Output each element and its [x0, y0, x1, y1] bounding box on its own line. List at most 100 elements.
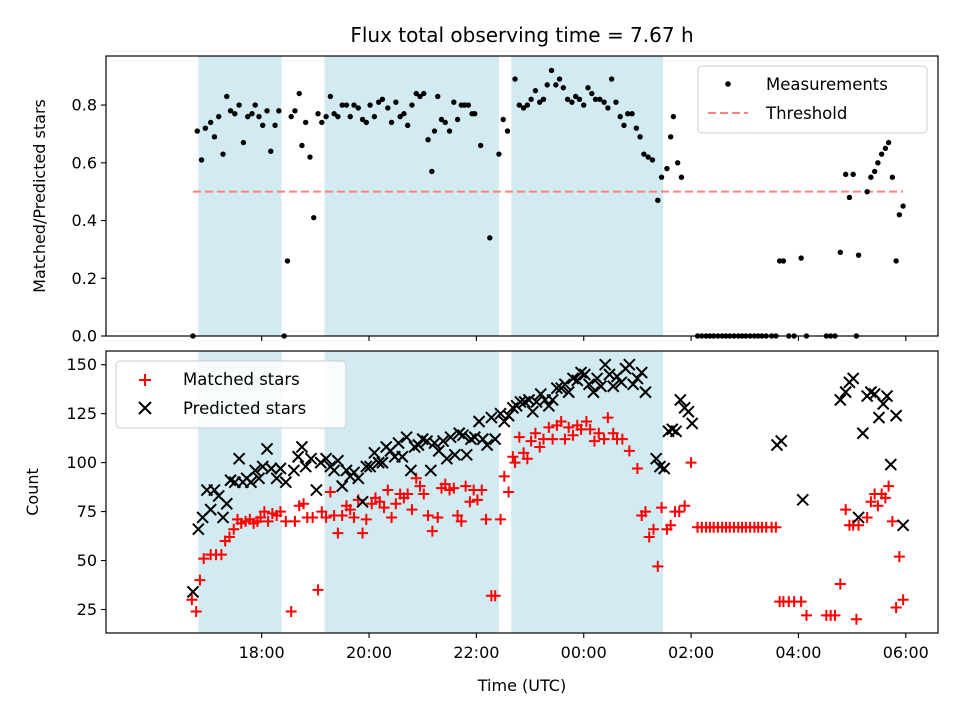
matched-stars-point-58: [426, 525, 438, 537]
matched-stars-point-73: [489, 590, 501, 602]
measurements-point-95: [581, 102, 587, 108]
matched-stars-point-42: [360, 513, 372, 525]
measurements-point-16: [252, 102, 258, 108]
measurements-point-45: [367, 102, 373, 108]
ratio-ytick-label-4: 0.8: [72, 96, 97, 115]
matched-stars-point-89: [555, 416, 567, 427]
measurements-point-48: [379, 96, 386, 102]
measurements-point-104: [617, 113, 623, 120]
measurements-point-96: [585, 85, 591, 91]
matched-stars-point-109: [648, 523, 660, 535]
measurements-point-78: [512, 76, 518, 82]
measurements-point-140: [776, 258, 783, 264]
predicted-stars-point-99: [594, 380, 608, 393]
xtick-label-6: 06:00: [883, 643, 929, 662]
matched-stars-point-98: [593, 427, 605, 439]
predicted-stars-point-39: [352, 472, 365, 485]
matched-stars-point-10: [228, 523, 240, 535]
predicted-stars-point-119: [682, 405, 695, 418]
measurements-point-41: [351, 102, 357, 108]
matched-stars-point-1: [186, 594, 198, 606]
predicted-stars-point-123: [796, 493, 809, 507]
predicted-stars-point-40: [356, 495, 369, 508]
measurements-legend-marker: [725, 81, 731, 87]
measurements-point-40: [347, 113, 353, 120]
predicted-stars-point-15: [244, 476, 258, 489]
count-ytick-label-3: 100: [66, 453, 97, 472]
measurements-point-87: [548, 67, 555, 74]
matched-stars-point-49: [390, 498, 402, 510]
matched-stars-point-107: [639, 506, 651, 518]
measurements-point-89: [556, 76, 563, 82]
matched-stars-point-95: [580, 416, 592, 427]
measurements-point-67: [454, 116, 461, 123]
measurements-point-34: [323, 113, 329, 120]
matched-stars-point-108: [643, 531, 655, 543]
predicted-stars-point-129: [856, 427, 870, 440]
xtick-label-2: 22:00: [453, 643, 499, 662]
xtick-label-4: 02:00: [668, 643, 714, 662]
predicted-stars-point-102: [607, 380, 620, 393]
predicted-stars-point-84: [534, 387, 547, 401]
measurements-point-26: [292, 108, 298, 114]
matched-stars-point-33: [324, 486, 336, 498]
predicted-stars-point-71: [480, 438, 494, 452]
matched-stars-point-79: [513, 431, 525, 443]
matched-stars-point-92: [567, 429, 579, 441]
measurements-point-141: [780, 258, 787, 264]
measurements-point-52: [397, 113, 403, 120]
predicted-stars-point-20: [265, 462, 278, 475]
predicted-stars-point-124: [834, 393, 847, 407]
measurements-point-30: [307, 154, 313, 160]
measurements-point-72: [472, 111, 478, 117]
predicted-stars-point-109: [635, 366, 648, 379]
measurements-point-12: [236, 102, 242, 108]
predicted-stars-point-128: [852, 511, 865, 524]
matched-stars-point-163: [897, 594, 909, 606]
measurements-point-31: [311, 214, 317, 221]
measurements-point-118: [674, 160, 681, 166]
ratio-observing-window-3: [511, 56, 664, 336]
measurements-point-115: [664, 165, 670, 172]
matched-stars-point-63: [448, 482, 460, 494]
measurements-point-86: [544, 82, 550, 88]
measurements-point-54: [404, 122, 411, 128]
count-axes-frame: [105, 350, 939, 634]
predicted-stars-point-28: [304, 452, 318, 465]
measurements-point-9: [224, 93, 230, 100]
matched-stars-point-46: [378, 502, 390, 514]
matched-stars-point-90: [559, 433, 571, 445]
ratio-ytick-label-0: 0.0: [72, 327, 97, 346]
measurements-point-53: [401, 111, 407, 117]
measurements-point-93: [572, 93, 579, 100]
predicted-stars-point-73: [488, 432, 502, 446]
matched-stars-point-148: [840, 504, 852, 516]
measurements-point-44: [363, 119, 370, 126]
measurements-point-92: [569, 99, 575, 105]
matched-stars-point-96: [584, 423, 596, 435]
xtick-label-5: 04:00: [775, 643, 821, 662]
matched-stars-point-100: [602, 412, 614, 424]
predicted-stars-point-117: [674, 393, 687, 407]
predicted-stars-point-100: [598, 358, 612, 371]
matched-stars-point-154: [865, 496, 877, 508]
chart-title: Flux total observing time = 7.67 h: [350, 23, 693, 47]
measurements-point-156: [868, 174, 874, 180]
measurements-point-66: [451, 99, 457, 105]
matched-stars-point-66: [460, 480, 472, 492]
measurements-point-14: [245, 113, 251, 120]
predicted-stars-point-41: [360, 460, 373, 473]
measurements-point-24: [284, 258, 291, 264]
matched-stars-point-64: [452, 510, 464, 521]
predicted-stars-point-2: [192, 523, 205, 536]
predicted-stars-point-22: [274, 462, 287, 475]
measurements-point-98: [592, 96, 599, 102]
measurements-point-105: [621, 122, 627, 128]
measurements-point-154: [855, 252, 862, 258]
predicted-stars-point-1: [186, 585, 200, 599]
predicted-stars-point-94: [574, 366, 588, 379]
matched-stars-point-55: [414, 480, 426, 492]
predicted-stars-point-33: [327, 464, 341, 477]
measurements-point-32: [315, 111, 321, 117]
predicted-stars-point-111: [649, 452, 663, 465]
